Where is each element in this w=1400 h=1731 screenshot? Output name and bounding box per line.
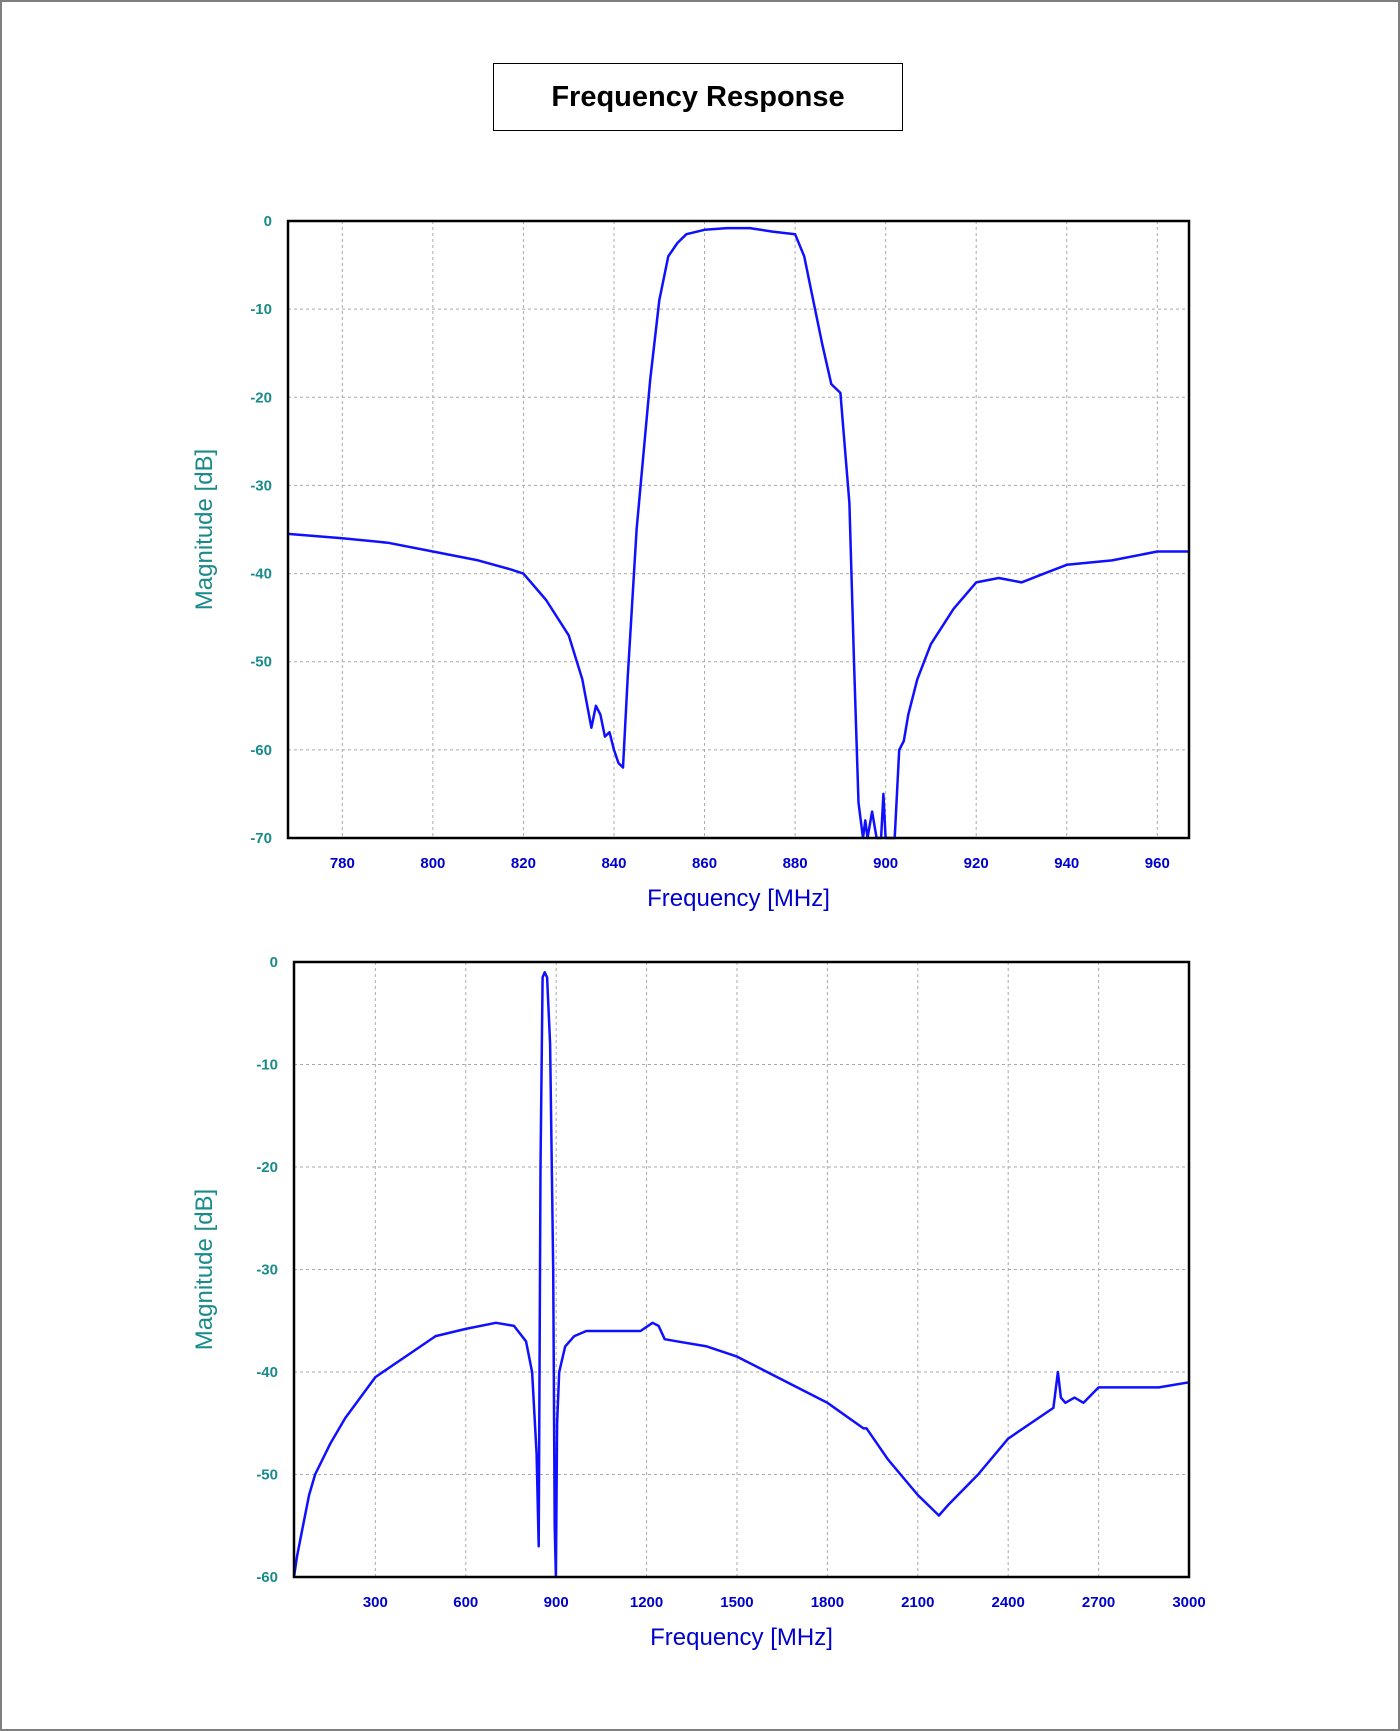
y-tick-label: -60: [256, 1569, 278, 1586]
y-tick-label: -30: [256, 1262, 278, 1279]
x-tick-label: 800: [420, 855, 445, 872]
y-tick-label: -10: [256, 1057, 278, 1074]
x-axis-label: Frequency [MHz]: [650, 1624, 833, 1651]
x-tick-label: 900: [873, 855, 898, 872]
x-tick-label: 600: [453, 1594, 478, 1611]
y-tick-label: -60: [250, 742, 272, 759]
y-tick-label: 0: [270, 954, 278, 971]
x-tick-label: 780: [330, 855, 355, 872]
plot-frame: [286, 219, 1191, 840]
page-title: Frequency Response: [493, 63, 903, 131]
chart-wideband: 300 600 900 1200 1500 1800 2100 2400 2700 3000 0 -1…: [191, 954, 1206, 1651]
x-tick-label: 840: [601, 855, 626, 872]
x-tick-label: 2100: [901, 1594, 934, 1611]
x-tick-label: 880: [783, 855, 808, 872]
y-axis-label: Magnitude [dB]: [191, 1189, 218, 1350]
y-tick-label: -50: [256, 1467, 278, 1484]
chart-narrowband: 780 800 820 840 860 880 900 920 940 960 0 -10 -20 -30…: [191, 213, 1191, 912]
series-line: [292, 971, 1190, 1579]
y-tick-label: -10: [250, 301, 272, 318]
x-tick-label: 2700: [1082, 1594, 1115, 1611]
y-tick-label: 0: [264, 213, 272, 230]
x-axis-label: Frequency [MHz]: [647, 885, 830, 912]
x-tick-label: 900: [544, 1594, 569, 1611]
y-axis-label: Magnitude [dB]: [191, 449, 218, 610]
x-tick-label: 300: [363, 1594, 388, 1611]
x-tick-label: 960: [1145, 855, 1170, 872]
x-tick-label: 2400: [992, 1594, 1025, 1611]
x-tick-label: 860: [692, 855, 717, 872]
y-tick-label: -20: [250, 389, 272, 406]
y-tick-label: -30: [250, 477, 272, 494]
series-line: [287, 226, 1189, 840]
x-tick-label: 1500: [720, 1594, 753, 1611]
y-tick-label: -40: [256, 1364, 278, 1381]
x-tick-label: 1800: [811, 1594, 844, 1611]
plot-frame: [292, 960, 1191, 1579]
y-tick-label: -70: [250, 830, 272, 847]
y-tick-label: -40: [250, 566, 272, 583]
x-tick-label: 940: [1054, 855, 1079, 872]
y-tick-label: -50: [250, 654, 272, 671]
y-tick-label: -20: [256, 1159, 278, 1176]
x-tick-label: 1200: [630, 1594, 663, 1611]
x-tick-label: 820: [511, 855, 536, 872]
x-tick-label: 920: [964, 855, 989, 872]
x-tick-label: 3000: [1172, 1594, 1205, 1611]
